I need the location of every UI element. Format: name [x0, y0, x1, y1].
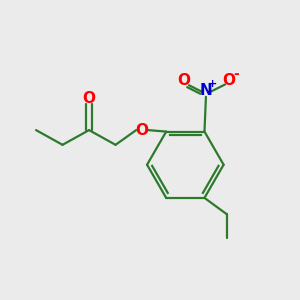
Text: N: N	[200, 83, 212, 98]
Text: -: -	[233, 68, 239, 82]
Text: O: O	[82, 91, 96, 106]
Text: O: O	[136, 123, 148, 138]
Text: +: +	[208, 79, 217, 89]
Text: O: O	[177, 73, 190, 88]
Text: O: O	[222, 74, 236, 88]
